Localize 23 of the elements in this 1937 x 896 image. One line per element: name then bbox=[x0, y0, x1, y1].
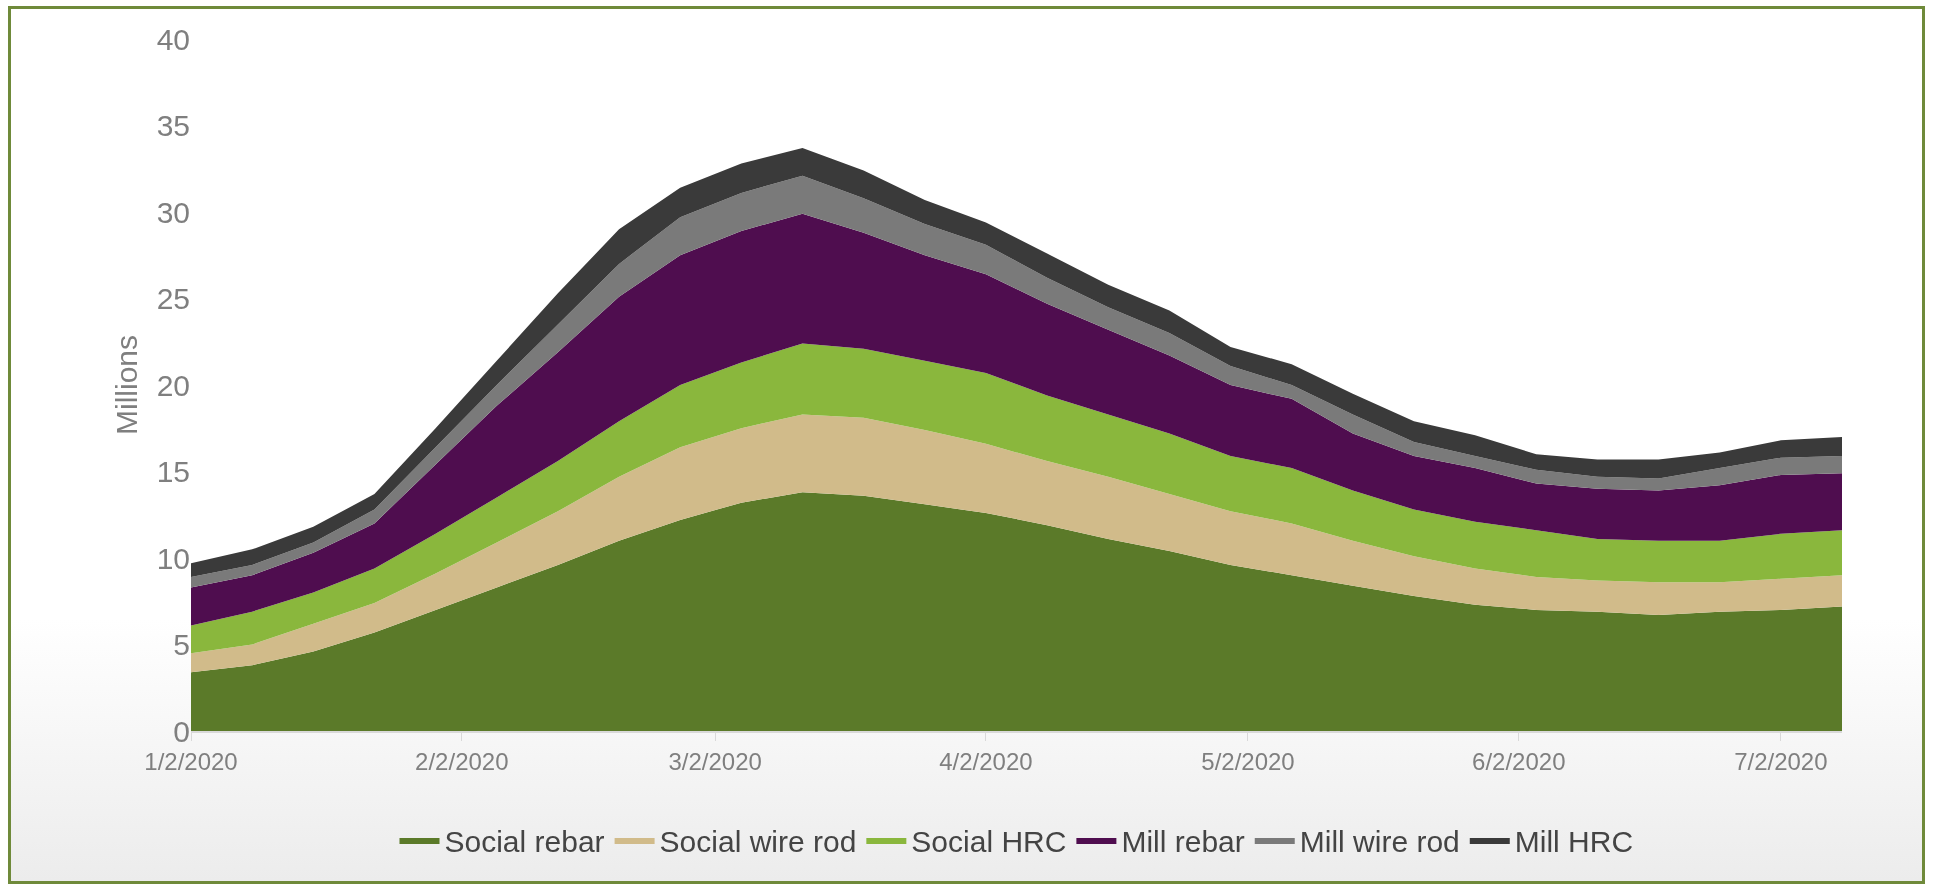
x-tick-label: 3/2/2020 bbox=[668, 747, 762, 775]
y-tick-label: 30 bbox=[156, 195, 190, 229]
legend-label: Mill wire rod bbox=[1299, 824, 1460, 858]
y-axis-title: Millions bbox=[109, 334, 143, 436]
x-tick-label: 1/2/2020 bbox=[144, 747, 238, 775]
x-tick-label: 4/2/2020 bbox=[939, 747, 1033, 775]
legend-label: Mill rebar bbox=[1121, 824, 1245, 858]
y-tick-label: 35 bbox=[156, 109, 190, 142]
y-tick-label: 10 bbox=[156, 541, 190, 575]
x-tick-label: 6/2/2020 bbox=[1472, 747, 1566, 775]
x-tick-label: 2/2/2020 bbox=[415, 747, 509, 775]
legend-label: Social rebar bbox=[444, 824, 605, 858]
y-tick-label: 40 bbox=[156, 22, 190, 56]
y-tick-label: 25 bbox=[156, 282, 190, 315]
y-tick-label: 5 bbox=[173, 628, 190, 661]
legend-label: Social HRC bbox=[911, 824, 1067, 858]
x-tick-label: 7/2/2020 bbox=[1734, 747, 1828, 775]
y-tick-label: 0 bbox=[173, 714, 190, 748]
x-tick-label: 5/2/2020 bbox=[1201, 747, 1295, 775]
y-tick-label: 15 bbox=[156, 455, 190, 488]
legend-label: Social wire rod bbox=[659, 824, 857, 858]
legend-label: Mill HRC bbox=[1514, 824, 1634, 858]
y-tick-label: 20 bbox=[156, 368, 190, 402]
